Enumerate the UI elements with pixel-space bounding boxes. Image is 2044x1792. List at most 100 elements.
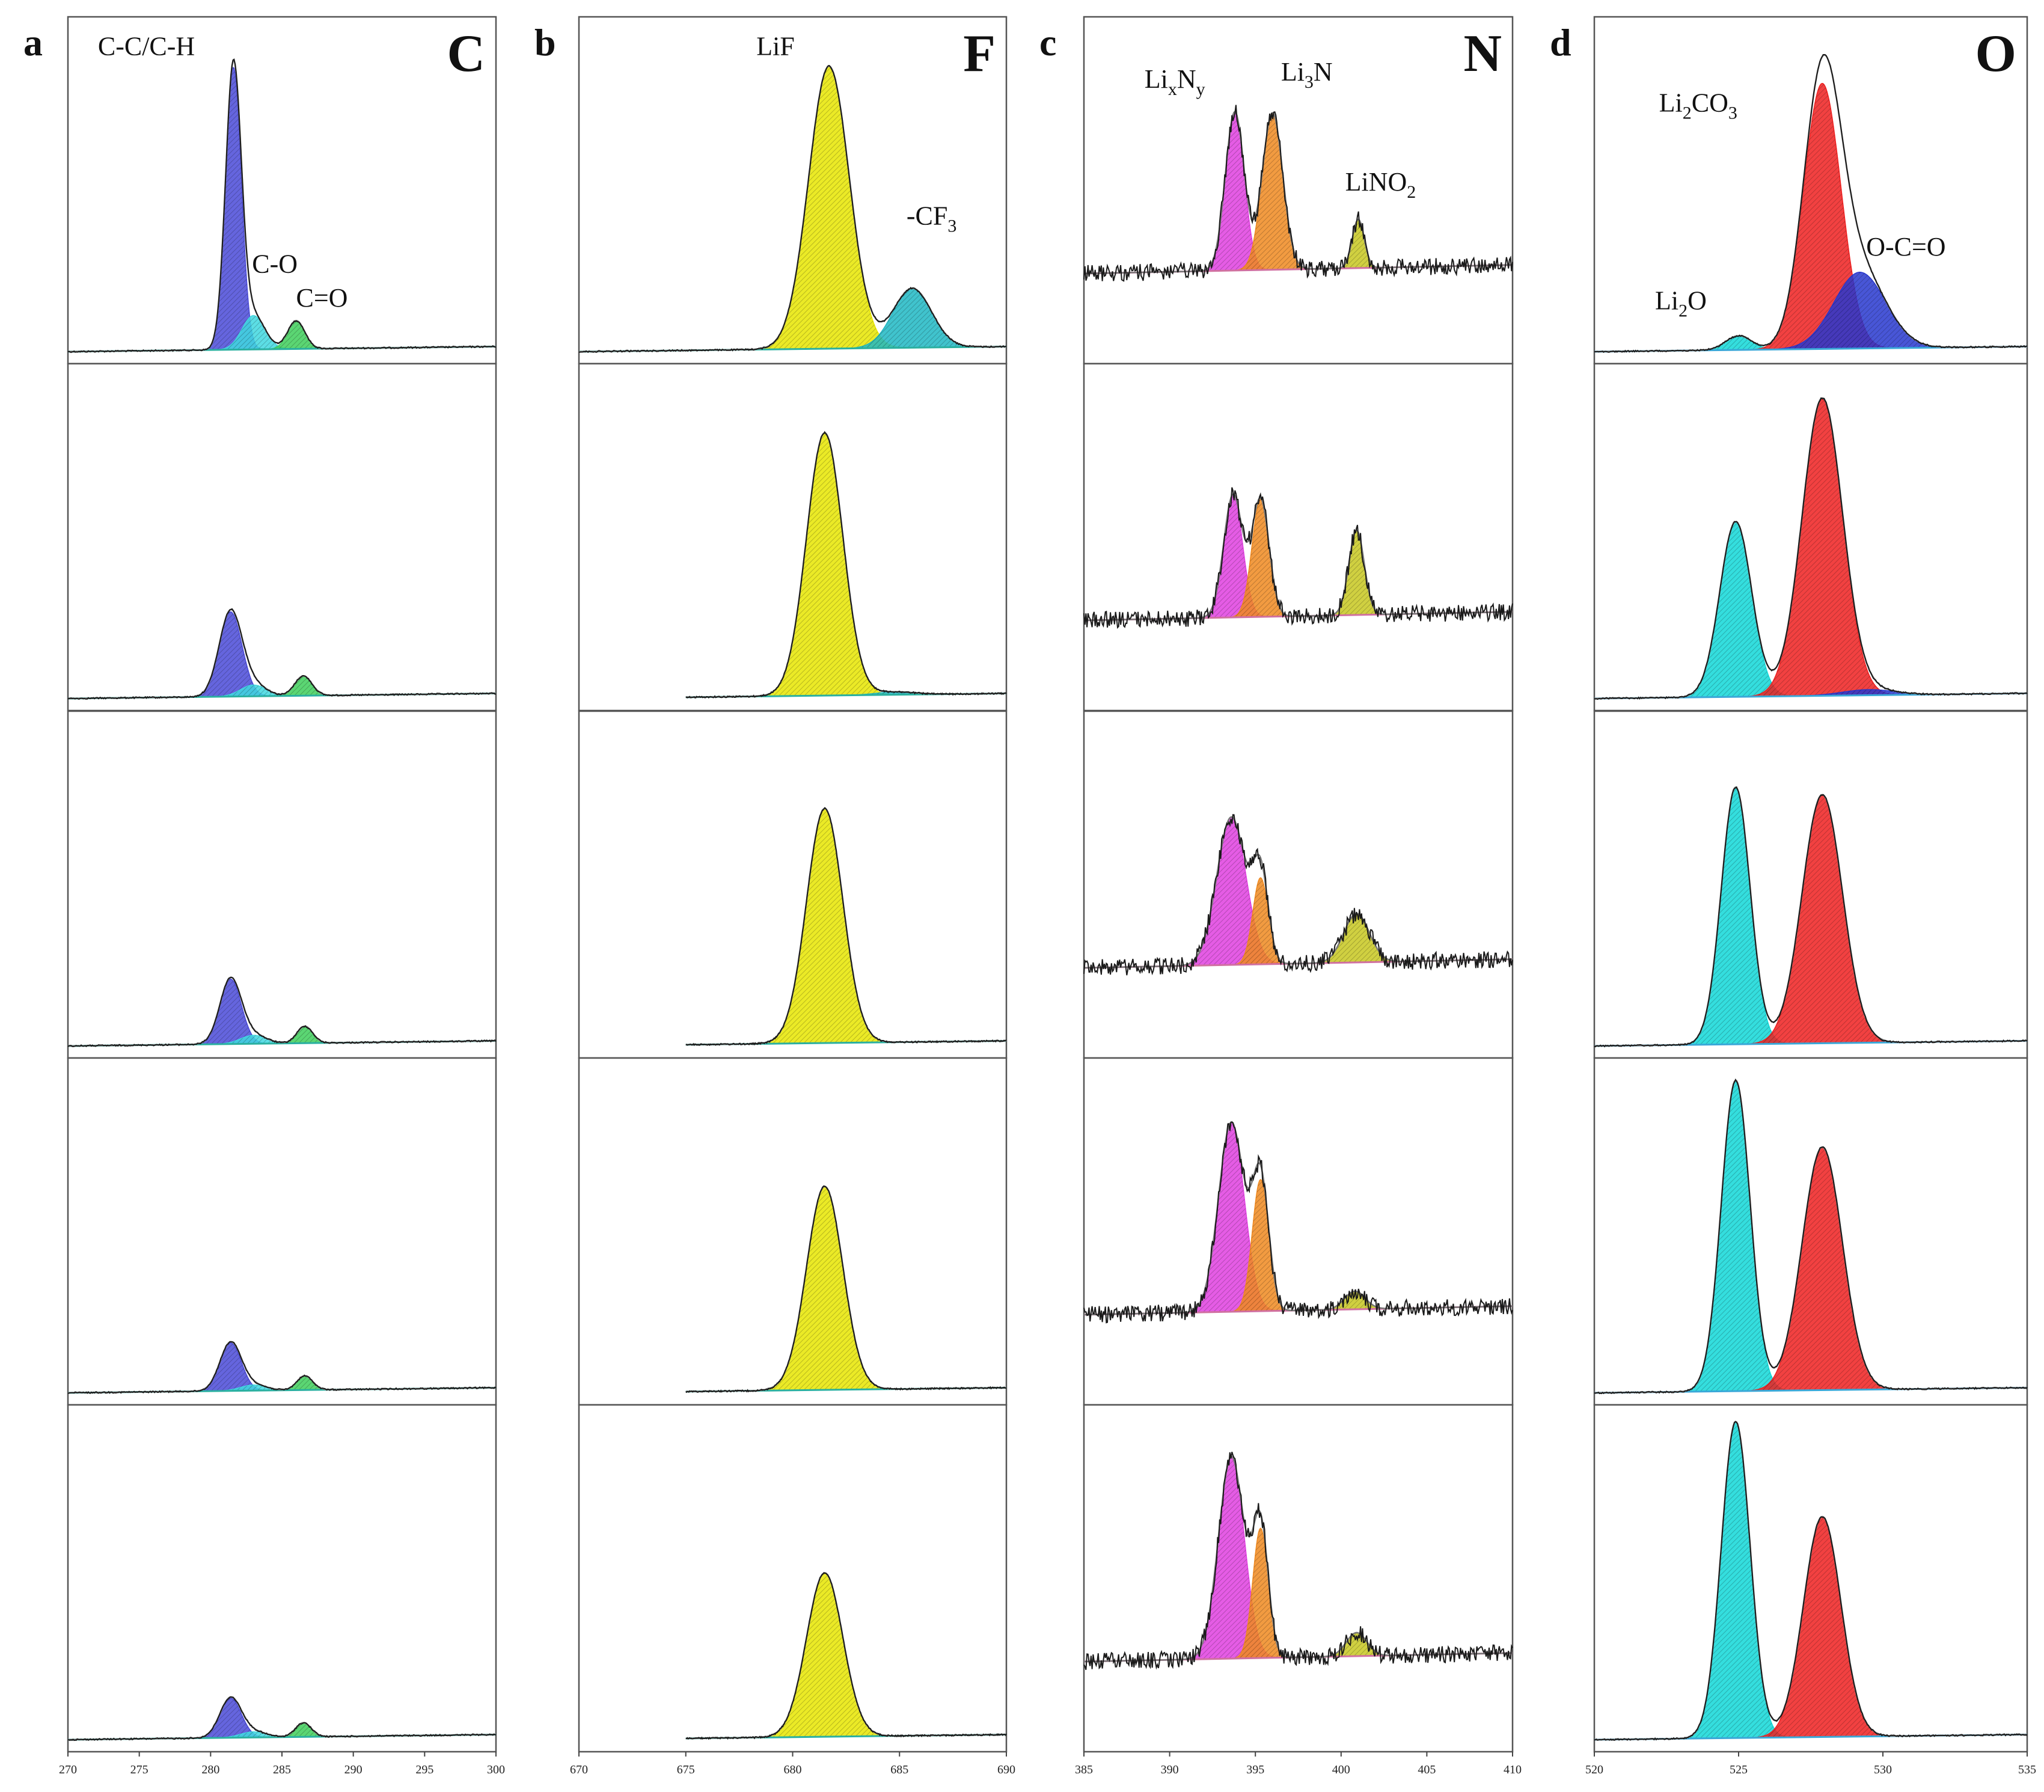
x-tick-label: 270	[59, 1763, 77, 1776]
peak-hatch	[1672, 521, 1799, 698]
spectrum-row	[1593, 16, 2028, 365]
peak-hatch	[818, 692, 972, 696]
x-tick-label: 530	[1874, 1763, 1892, 1776]
x-tick-label: 535	[2018, 1763, 2036, 1776]
x-tick-label: 685	[890, 1763, 908, 1776]
peak-hatch	[748, 66, 910, 350]
plot-frame	[1083, 362, 1514, 712]
plot-frame	[1083, 1057, 1514, 1406]
plot-frame	[67, 710, 497, 1059]
plot-frame	[67, 1057, 497, 1406]
peak-hatch	[202, 1035, 305, 1045]
peak-hatch	[1678, 1421, 1793, 1739]
x-tick-label: 520	[1585, 1763, 1603, 1776]
peak-hatch	[752, 433, 898, 697]
x-tick-label: 690	[997, 1763, 1015, 1776]
peak-hatch	[752, 1573, 898, 1738]
peak-hatch	[1326, 530, 1388, 616]
peak-hatch	[269, 676, 337, 696]
raw-spectrum	[1083, 487, 1513, 629]
peak-hatch	[1196, 495, 1271, 619]
peak-hatch	[262, 320, 330, 350]
peak-annotation: C=O	[296, 283, 347, 313]
peak-hatch	[202, 685, 305, 697]
peak-hatch	[272, 1722, 334, 1737]
spectrum-row	[578, 1404, 1008, 1753]
peak-hatch	[208, 315, 299, 350]
x-tick-label: 300	[487, 1763, 505, 1776]
peak-hatch	[1315, 1632, 1398, 1657]
peak-hatch	[188, 979, 273, 1045]
plot-frame	[67, 362, 497, 712]
raw-spectrum	[67, 1696, 497, 1742]
peak-hatch	[274, 1375, 336, 1390]
element-label: N	[1463, 25, 1502, 83]
panel-letter: a	[23, 21, 43, 64]
element-label: C	[447, 25, 485, 83]
raw-spectrum	[685, 1185, 1007, 1393]
panel-c: 385 390 395 400 405 410 c N LixNy Li3N LiNO2	[1039, 16, 1522, 1776]
spectrum-row	[1593, 710, 2028, 1059]
spectrum-row	[1083, 1057, 1514, 1406]
x-tick-label: 410	[1504, 1763, 1522, 1776]
spectrum-row	[578, 1057, 1008, 1406]
plot-frame	[1083, 1404, 1514, 1753]
peak-annotation: Li2O	[1655, 286, 1707, 321]
peak-hatch	[1756, 272, 1963, 350]
raw-spectrum	[1594, 1078, 2028, 1395]
peak-hatch	[1314, 1291, 1395, 1310]
peak-hatch	[1181, 1122, 1282, 1313]
panel-letter: d	[1550, 21, 1571, 64]
spectrum-row	[1083, 710, 1514, 1059]
peak-annotation: C-O	[252, 249, 298, 278]
element-label: O	[1975, 25, 2016, 83]
peak-hatch	[1687, 335, 1790, 351]
peak-hatch	[185, 611, 276, 697]
raw-spectrum	[685, 1571, 1007, 1740]
raw-spectrum	[1594, 1420, 2028, 1741]
peak-hatch	[274, 1026, 336, 1044]
peak-hatch	[188, 1698, 273, 1738]
x-tick-label: 295	[415, 1763, 433, 1776]
spectrum-row	[1593, 1404, 2028, 1753]
spectrum-row	[578, 16, 1008, 365]
spectrum-row	[578, 710, 1008, 1059]
x-tick-label: 525	[1730, 1763, 1748, 1776]
x-tick-label: 385	[1075, 1763, 1093, 1776]
peak-hatch	[1229, 878, 1291, 965]
peak-annotation: C-C/C-H	[98, 32, 195, 61]
x-tick-label: 405	[1418, 1763, 1436, 1776]
x-tick-label: 285	[273, 1763, 291, 1776]
peak-hatch	[202, 67, 265, 350]
peak-hatch	[1305, 913, 1408, 964]
spectrum-row	[1083, 1404, 1514, 1753]
peak-hatch	[1742, 1147, 1903, 1392]
x-tick-label: 390	[1161, 1763, 1179, 1776]
x-tick-label: 395	[1246, 1763, 1264, 1776]
peak-hatch	[1232, 112, 1314, 271]
peak-hatch	[1173, 817, 1290, 966]
peak-hatch	[1181, 1457, 1282, 1660]
peak-annotation: Li2CO3	[1659, 88, 1737, 123]
peak-hatch	[1765, 690, 1972, 697]
peak-hatch	[1748, 83, 1897, 350]
raw-spectrum	[578, 65, 1007, 353]
peak-hatch	[1742, 399, 1903, 697]
panel-b: 670 675 680 685 690 b F LiF -CF3	[534, 16, 1015, 1776]
raw-spectrum	[1594, 786, 2028, 1048]
peak-annotation: LiF	[756, 32, 795, 61]
peak-annotation: LiNO2	[1345, 167, 1416, 202]
plot-frame	[1083, 16, 1514, 365]
spectrum-row	[1083, 16, 1514, 365]
panel-letter: b	[534, 21, 556, 64]
spectrum-row	[1083, 362, 1514, 712]
peak-hatch	[1748, 1516, 1897, 1738]
peak-hatch	[752, 1186, 898, 1391]
spectrum-row	[578, 362, 1008, 712]
peak-annotation: O-C=O	[1866, 232, 1945, 261]
x-tick-label: 280	[201, 1763, 219, 1776]
spectrum-row	[67, 362, 497, 712]
raw-spectrum	[1083, 1121, 1513, 1324]
peak-annotation: Li3N	[1281, 57, 1333, 92]
